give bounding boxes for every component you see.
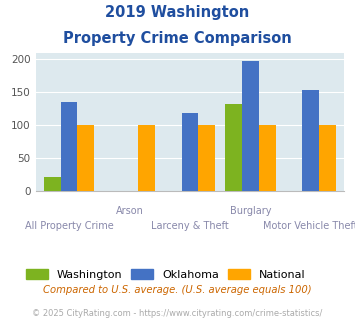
- Text: Burglary: Burglary: [230, 206, 271, 216]
- Bar: [44, 177, 61, 191]
- Bar: [302, 90, 319, 191]
- Bar: [61, 102, 77, 191]
- Legend: Washington, Oklahoma, National: Washington, Oklahoma, National: [26, 269, 306, 280]
- Bar: [181, 113, 198, 191]
- Bar: [77, 125, 94, 191]
- Text: 2019 Washington: 2019 Washington: [105, 5, 250, 20]
- Text: Compared to U.S. average. (U.S. average equals 100): Compared to U.S. average. (U.S. average …: [43, 285, 312, 295]
- Bar: [138, 125, 155, 191]
- Text: Larceny & Theft: Larceny & Theft: [151, 221, 229, 231]
- Text: Property Crime Comparison: Property Crime Comparison: [63, 31, 292, 46]
- Text: Arson: Arson: [116, 206, 143, 216]
- Bar: [198, 125, 215, 191]
- Bar: [319, 125, 336, 191]
- Text: Motor Vehicle Theft: Motor Vehicle Theft: [263, 221, 355, 231]
- Text: All Property Crime: All Property Crime: [25, 221, 114, 231]
- Bar: [242, 61, 259, 191]
- Text: © 2025 CityRating.com - https://www.cityrating.com/crime-statistics/: © 2025 CityRating.com - https://www.city…: [32, 309, 323, 317]
- Bar: [225, 104, 242, 191]
- Bar: [259, 125, 275, 191]
